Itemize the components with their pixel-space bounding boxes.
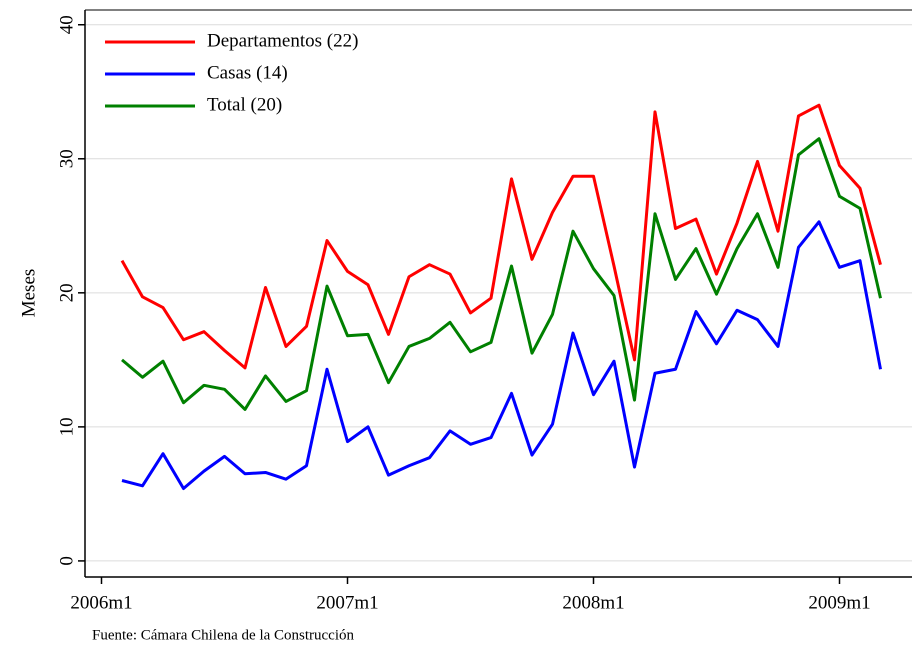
y-tick-label: 30 [56,149,77,168]
y-axis-label: Meses [18,269,39,318]
legend-label: Total (20) [207,94,282,115]
x-tick-label: 2006m1 [70,592,132,613]
legend-label: Casas (14) [207,62,288,83]
y-tick-label: 0 [56,556,77,566]
series-line [120,103,882,370]
y-tick-label: 20 [56,283,77,302]
y-tick-label: 10 [56,417,77,436]
legend-label: Departamentos (22) [207,30,358,51]
y-tick-label: 40 [56,15,77,34]
series-line [121,137,882,411]
source-note: Fuente: Cámara Chilena de la Construcció… [92,627,355,643]
series-line [121,220,882,491]
x-tick-label: 2009m1 [808,592,870,613]
x-tick-label: 2007m1 [316,592,378,613]
x-tick-label: 2008m1 [562,592,624,613]
